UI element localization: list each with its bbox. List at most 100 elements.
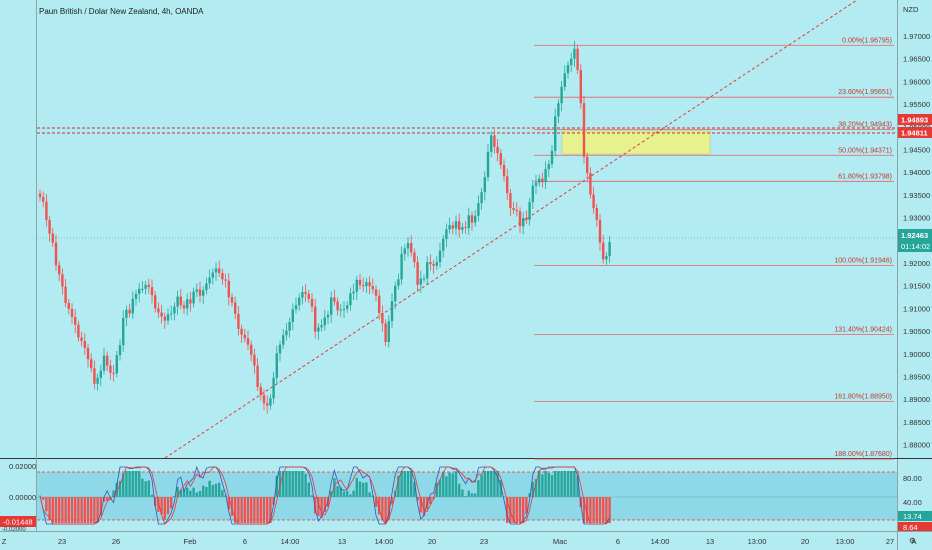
candle-body [470, 215, 474, 223]
price-axis-label: 1.91000 [903, 304, 930, 313]
osc-bar [339, 487, 342, 497]
osc-bar [64, 497, 67, 523]
candle-body [349, 293, 352, 306]
candle-body [272, 377, 275, 399]
candle-body [486, 151, 490, 178]
candle-body [83, 341, 86, 348]
candle-body [598, 219, 602, 243]
fib-level-label: 131.40%(1.90424) [834, 327, 892, 334]
osc-bar [58, 497, 61, 523]
osc-bar [416, 497, 419, 501]
candle-body [282, 335, 285, 345]
candle-body [560, 86, 563, 104]
price-axis-label: 1.96500 [903, 55, 930, 64]
candle-body [515, 209, 518, 212]
osc-bar [435, 482, 438, 497]
candle-body [605, 256, 608, 260]
osc-bar [96, 497, 99, 523]
candle-body [80, 337, 83, 342]
candle-body [387, 321, 390, 342]
candle-body [442, 238, 445, 251]
candle-body [528, 202, 531, 220]
osc-bar [198, 490, 202, 497]
osc-bar [250, 497, 253, 523]
osc-bar [346, 490, 349, 497]
candle-body [374, 289, 378, 296]
osc-bar [445, 476, 448, 497]
osc-bar [102, 497, 106, 502]
candle-body [445, 229, 448, 239]
price-axis-label: 1.89500 [903, 373, 930, 382]
candle-body [518, 211, 522, 227]
osc-bar [602, 497, 605, 523]
fib-retracement[interactable]: 0.00%(1.96795) 23.60%(1.95651) 38.20%(1.94… [534, 37, 894, 460]
osc-bar [454, 471, 458, 497]
candle-body [202, 290, 205, 296]
candle-body [218, 268, 221, 273]
osc-bar [192, 487, 195, 497]
osc-bar [253, 497, 256, 523]
candle-body [432, 263, 435, 266]
osc-bar [160, 497, 163, 515]
candle-body [160, 312, 163, 317]
osc-bar [77, 497, 80, 523]
candle-body [355, 279, 358, 292]
candle-body [384, 323, 387, 342]
candle-body [198, 289, 202, 296]
candle-body [186, 299, 189, 309]
osc-bar [202, 485, 205, 497]
candle-body [339, 309, 342, 311]
osc-bar [381, 497, 384, 521]
time-axis[interactable]: Z 23 26 Feb 6 14:00 13 14:00 20 23 Mac 6 14:00 13 13:0… [2, 537, 917, 546]
candle-body [173, 306, 176, 314]
osc-bar [474, 493, 477, 497]
osc-bar [595, 497, 598, 523]
osc-bar [282, 471, 285, 497]
candle-body [314, 306, 317, 332]
candle-body [90, 359, 93, 369]
time-axis-label: 26 [112, 537, 120, 546]
osc-bar [374, 497, 378, 508]
candle-body [170, 313, 173, 315]
osc-bar [259, 497, 262, 523]
candle-body [224, 279, 227, 281]
osc-current-marker [0, 516, 36, 527]
osc-bar [131, 471, 134, 497]
candle-body [413, 252, 416, 263]
trendline[interactable] [164, 0, 858, 459]
candle-body [48, 219, 51, 234]
candle-body [61, 274, 64, 287]
current-price-text: 1.92463 [901, 231, 928, 240]
settings-label[interactable]: ⚙ [909, 536, 916, 545]
osc-bar [480, 474, 483, 497]
osc-bar [186, 487, 189, 497]
candle-body [179, 296, 182, 306]
osc-bar [464, 496, 467, 497]
candle-body [371, 286, 374, 290]
time-axis-label: 6 [616, 537, 620, 546]
candle-body [397, 279, 400, 286]
osc-bar [547, 472, 550, 497]
candle-body [259, 386, 262, 396]
stochastic-lines [39, 465, 610, 525]
candle-body [496, 146, 499, 154]
candles-series[interactable] [38, 40, 611, 414]
osc-bar [218, 482, 221, 497]
osc-bar [48, 497, 51, 520]
osc-bar [458, 483, 461, 497]
osc-bar [576, 476, 579, 497]
osc-right-label-40: 40.00 [903, 498, 922, 507]
price-axis-label: 1.91500 [903, 282, 930, 291]
candle-body [86, 347, 90, 360]
osc-bar [99, 497, 102, 516]
osc-bar [362, 482, 365, 497]
candle-body [51, 233, 54, 243]
candle-body [230, 297, 234, 303]
osc-bar [438, 479, 442, 497]
osc-bar [106, 497, 109, 502]
fib-zone[interactable] [561, 130, 711, 155]
osc-right-label-80: 80.00 [903, 474, 922, 483]
osc-left-label-top: 0.02000 [9, 462, 36, 471]
